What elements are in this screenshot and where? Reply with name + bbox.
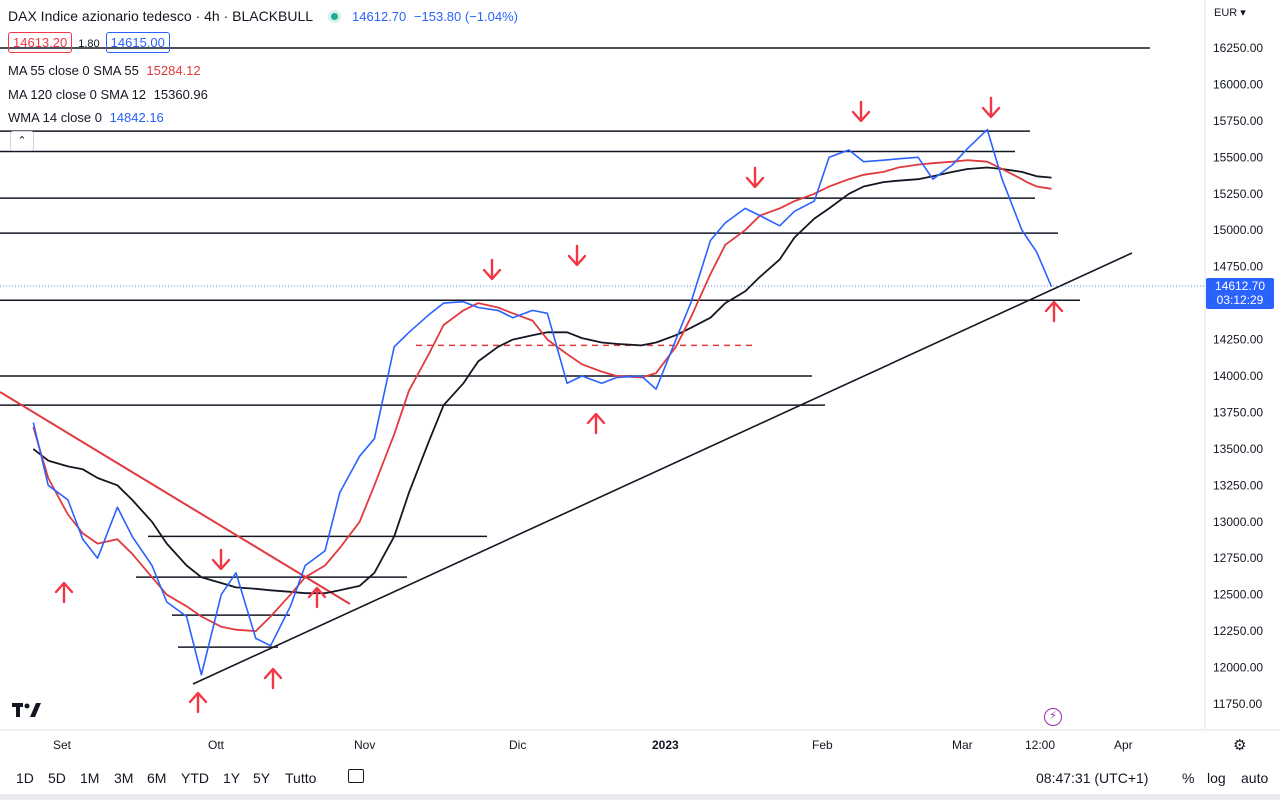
indicator-wma14-value: 14842.16 <box>109 110 164 125</box>
price-tick-label: 12500.00 <box>1213 588 1263 602</box>
price-tick-label: 13500.00 <box>1213 442 1263 456</box>
spread-value: 1.80 <box>78 38 100 50</box>
price-tick-label: 12000.00 <box>1213 661 1263 675</box>
bottom-strip <box>0 794 1280 800</box>
range-1m[interactable]: 1M <box>80 770 100 786</box>
sell-button[interactable]: 14613.20 <box>8 32 73 53</box>
down-arrow-icon <box>482 258 502 281</box>
range-all[interactable]: Tutto <box>285 770 317 786</box>
tradingview-logo-icon[interactable] <box>12 702 42 718</box>
up-arrow-icon <box>307 586 327 609</box>
up-arrow-icon <box>1044 300 1064 323</box>
price-tick-label: 15250.00 <box>1213 187 1263 201</box>
currency-selector[interactable]: EUR ▾ <box>1214 7 1246 19</box>
up-arrow-icon <box>263 667 283 690</box>
time-label-feb: Feb <box>812 738 833 752</box>
wma-14-line[interactable] <box>32 128 1053 676</box>
indicator-ma120[interactable]: MA 120 close 0 SMA 12 15360.96 <box>8 87 208 102</box>
clock-display[interactable]: 08:47:31 (UTC+1) <box>1036 770 1149 786</box>
price-tick-label: 12250.00 <box>1213 624 1263 638</box>
price-tick-label: 14000.00 <box>1213 369 1263 383</box>
time-label-1200: 12:00 <box>1025 738 1056 752</box>
downtrend-line <box>0 391 351 605</box>
indicator-ma55[interactable]: MA 55 close 0 SMA 55 15284.12 <box>8 63 201 78</box>
down-arrow-icon <box>981 96 1001 119</box>
time-label-apr: Apr <box>1114 738 1133 752</box>
down-arrow-icon <box>211 548 231 571</box>
indicator-ma55-value: 15284.12 <box>146 63 201 78</box>
up-arrow-icon <box>54 581 74 604</box>
chevron-up-icon[interactable]: ⌃ <box>10 131 34 151</box>
down-arrow-icon <box>851 100 871 123</box>
ma-55-line[interactable] <box>32 159 1052 632</box>
price-tick-label: 16000.00 <box>1213 77 1263 91</box>
trend-lines <box>0 252 1133 685</box>
percent-toggle[interactable]: % <box>1182 770 1195 786</box>
buy-button[interactable]: 14615.00 <box>105 32 170 53</box>
price-tick-label: 15500.00 <box>1213 150 1263 164</box>
annotation-arrows <box>54 96 1064 714</box>
current-price-tag: 14612.70 03:12:29 <box>1206 278 1274 309</box>
up-arrow-icon <box>586 412 606 435</box>
range-3m[interactable]: 3M <box>114 770 134 786</box>
up-arrow-icon <box>188 691 208 714</box>
last-price: 14612.70 <box>352 9 407 24</box>
gear-icon[interactable]: ⚙ <box>1233 737 1247 754</box>
price-tick-label: 13250.00 <box>1213 478 1263 492</box>
time-label-set: Set <box>53 738 72 752</box>
bottom-toolbar: 1D 5D 1M 3M 6M YTD 1Y 5Y Tutto 08:47:31 … <box>0 762 1280 794</box>
series-lines <box>32 128 1053 676</box>
lightning-icon[interactable]: ⚡ <box>1044 708 1062 726</box>
range-5y[interactable]: 5Y <box>253 770 271 786</box>
time-label-ott: Ott <box>208 738 225 752</box>
price-tick-label: 14750.00 <box>1213 260 1263 274</box>
price-tick-label: 13750.00 <box>1213 405 1263 419</box>
time-label-mar: Mar <box>952 738 973 752</box>
down-arrow-icon <box>745 166 765 189</box>
down-arrow-icon <box>567 244 587 267</box>
time-label-2023: 2023 <box>652 738 679 752</box>
price-tick-label: 13000.00 <box>1213 515 1263 529</box>
price-tick-label: 15000.00 <box>1213 223 1263 237</box>
range-6m[interactable]: 6M <box>147 770 167 786</box>
price-axis: 16250.00 16000.00 15750.00 15500.00 15250.00… <box>1213 41 1263 711</box>
auto-toggle[interactable]: auto <box>1241 770 1269 786</box>
bar-countdown: 03:12:29 <box>1216 293 1264 307</box>
price-change: −153.80 (−1.04%) <box>413 9 518 24</box>
market-open-dot <box>331 13 339 20</box>
range-1d[interactable]: 1D <box>16 770 34 786</box>
range-ytd[interactable]: YTD <box>181 770 209 786</box>
time-label-nov: Nov <box>354 738 376 752</box>
price-tick-label: 14250.00 <box>1213 333 1263 347</box>
support-resistance-levels <box>0 47 1150 648</box>
price-tick-label: 12750.00 <box>1213 551 1263 565</box>
ma-120-line[interactable] <box>32 166 1052 595</box>
symbol-title[interactable]: DAX Indice azionario tedesco · 4h · BLAC… <box>8 8 314 24</box>
log-toggle[interactable]: log <box>1207 770 1226 786</box>
calendar-range-icon[interactable] <box>348 769 364 783</box>
price-chart[interactable]: 16250.00 16000.00 15750.00 15500.00 15250.00… <box>0 0 1280 762</box>
time-label-dic: Dic <box>509 738 527 752</box>
price-tick-label: 16250.00 <box>1213 41 1263 55</box>
range-1y[interactable]: 1Y <box>223 770 241 786</box>
indicator-wma14[interactable]: WMA 14 close 0 14842.16 <box>8 110 164 125</box>
range-5d[interactable]: 5D <box>48 770 66 786</box>
uptrend-line <box>192 252 1133 685</box>
price-tick-label: 11750.00 <box>1213 697 1262 711</box>
price-tick-label: 15750.00 <box>1213 114 1263 128</box>
indicator-ma120-value: 15360.96 <box>153 87 208 102</box>
